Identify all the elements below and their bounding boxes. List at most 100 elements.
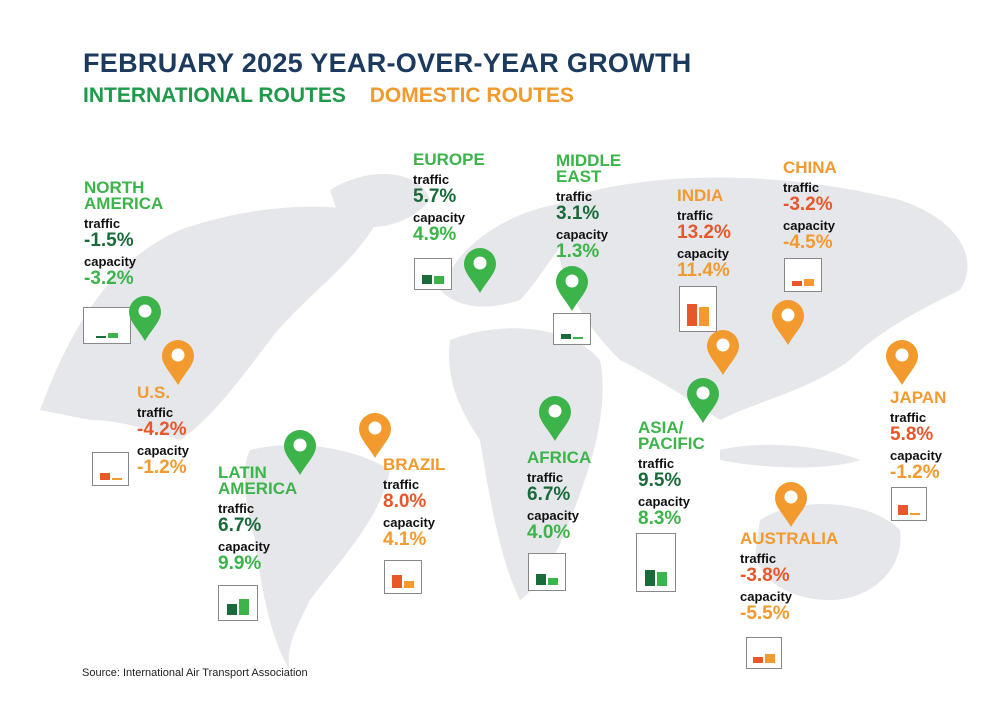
region-name: AFRICA bbox=[527, 448, 592, 467]
region-north-america: NORTH AMERICA traffic -1.5% capacity -3.2% bbox=[84, 178, 164, 289]
map-australia bbox=[755, 503, 901, 600]
traffic-value: -1.5% bbox=[84, 230, 134, 251]
legend: INTERNATIONAL ROUTES DOMESTIC ROUTES bbox=[83, 84, 592, 108]
region-name: MIDDLE EAST bbox=[556, 151, 622, 186]
capacity-label: capacity bbox=[137, 443, 190, 458]
capacity-label: capacity bbox=[383, 515, 436, 530]
capacity-label: capacity bbox=[677, 246, 730, 261]
traffic-value: 5.7% bbox=[413, 186, 457, 207]
traffic-bar bbox=[96, 335, 106, 338]
capacity-value: -1.2% bbox=[890, 462, 940, 483]
traffic-label: traffic bbox=[383, 477, 420, 492]
map-pin-icon bbox=[284, 430, 316, 475]
capacity-bar bbox=[804, 278, 814, 286]
capacity-label: capacity bbox=[740, 589, 793, 604]
capacity-label: capacity bbox=[84, 254, 137, 269]
region-name: NORTH AMERICA bbox=[84, 178, 164, 213]
region-name: LATIN AMERICA bbox=[218, 463, 298, 498]
mini-bar-chart-north-america bbox=[83, 307, 131, 344]
traffic-bar bbox=[561, 333, 571, 339]
region-u-s: U.S. traffic -4.2% capacity -1.2% bbox=[137, 383, 190, 478]
source-note: Source: International Air Transport Asso… bbox=[82, 667, 308, 679]
traffic-value: 6.7% bbox=[527, 484, 571, 505]
map-pin-icon bbox=[162, 340, 194, 385]
map-africa bbox=[449, 328, 603, 600]
traffic-label: traffic bbox=[740, 551, 777, 566]
capacity-bar bbox=[699, 307, 709, 326]
traffic-label: traffic bbox=[677, 208, 714, 223]
capacity-bar bbox=[573, 336, 583, 339]
traffic-bar bbox=[792, 280, 802, 286]
traffic-value: 5.8% bbox=[890, 424, 934, 445]
capacity-bar bbox=[111, 478, 122, 480]
region-name: CHINA bbox=[783, 158, 837, 177]
capacity-bar bbox=[910, 513, 920, 515]
capacity-bar bbox=[108, 332, 118, 338]
capacity-label: capacity bbox=[218, 539, 271, 554]
capacity-value: -4.5% bbox=[783, 232, 833, 253]
region-name: EUROPE bbox=[413, 150, 485, 169]
map-asia bbox=[560, 177, 968, 420]
capacity-label: capacity bbox=[783, 218, 836, 233]
region-name: JAPAN bbox=[890, 388, 947, 407]
mini-bar-chart-india bbox=[679, 286, 717, 332]
capacity-value: 11.4% bbox=[677, 260, 730, 281]
map-pin-icon bbox=[464, 248, 496, 293]
traffic-label: traffic bbox=[890, 410, 927, 425]
capacity-bar bbox=[239, 598, 249, 615]
capacity-bar bbox=[548, 578, 558, 585]
region-australia: AUSTRALIA traffic -3.8% capacity -5.5% bbox=[740, 529, 839, 623]
capacity-value: 4.1% bbox=[383, 529, 427, 550]
traffic-bar bbox=[536, 573, 546, 585]
map-south-america bbox=[244, 445, 390, 670]
map-pin-icon bbox=[129, 296, 161, 341]
legend-international: INTERNATIONAL ROUTES bbox=[83, 84, 346, 107]
map-pin-icon bbox=[556, 266, 588, 311]
capacity-bar bbox=[765, 653, 775, 663]
mini-bar-chart-brazil bbox=[384, 560, 422, 594]
capacity-value: 1.3% bbox=[556, 241, 600, 262]
mini-bar-chart-china bbox=[784, 258, 822, 292]
traffic-value: 3.1% bbox=[556, 203, 600, 224]
traffic-label: traffic bbox=[218, 501, 255, 516]
region-asia-pacific: ASIA/PACIFIC traffic 9.5% capacity 8.3% bbox=[638, 419, 705, 528]
region-name: AUSTRALIA bbox=[740, 529, 839, 548]
map-pin-icon bbox=[886, 340, 918, 385]
mini-bar-chart-u-s bbox=[92, 452, 129, 486]
traffic-bar bbox=[753, 656, 763, 663]
traffic-bar bbox=[227, 603, 237, 615]
traffic-value: 9.5% bbox=[638, 470, 682, 491]
page-title: FEBRUARY 2025 YEAR-OVER-YEAR GROWTH bbox=[83, 48, 692, 78]
region-brazil: BRAZIL traffic 8.0% capacity 4.1% bbox=[383, 455, 446, 550]
mini-bar-chart-asia-pacific bbox=[636, 533, 676, 592]
map-north-america bbox=[40, 206, 380, 440]
traffic-value: -3.2% bbox=[783, 194, 833, 215]
traffic-bar bbox=[422, 274, 432, 284]
mini-bar-chart-africa bbox=[528, 553, 566, 591]
region-name: INDIA bbox=[677, 186, 724, 205]
region-middle-east: MIDDLE EAST traffic 3.1% capacity 1.3% bbox=[556, 151, 622, 262]
capacity-label: capacity bbox=[890, 448, 943, 463]
capacity-bar bbox=[404, 581, 414, 588]
traffic-label: traffic bbox=[137, 405, 174, 420]
capacity-bar bbox=[657, 572, 667, 586]
region-latin-america: LATIN AMERICA traffic 6.7% capacity 9.9% bbox=[218, 463, 298, 574]
capacity-label: capacity bbox=[527, 508, 580, 523]
region-name: U.S. bbox=[137, 383, 171, 402]
traffic-bar bbox=[392, 574, 402, 588]
mini-bar-chart-middle-east bbox=[553, 313, 591, 345]
capacity-label: capacity bbox=[638, 494, 691, 509]
map-pin-icon bbox=[707, 330, 739, 375]
capacity-value: -3.2% bbox=[84, 268, 134, 289]
region-name: BRAZIL bbox=[383, 455, 446, 474]
region-india: INDIA traffic 13.2% capacity 11.4% bbox=[677, 186, 731, 281]
capacity-value: -1.2% bbox=[137, 457, 187, 478]
traffic-value: -4.2% bbox=[137, 419, 187, 440]
traffic-label: traffic bbox=[638, 456, 675, 471]
map-pin-icon bbox=[539, 396, 571, 441]
mini-bar-chart-latin-america bbox=[218, 585, 258, 621]
traffic-value: 8.0% bbox=[383, 491, 427, 512]
capacity-value: 9.9% bbox=[218, 553, 262, 574]
traffic-value: 6.7% bbox=[218, 515, 262, 536]
